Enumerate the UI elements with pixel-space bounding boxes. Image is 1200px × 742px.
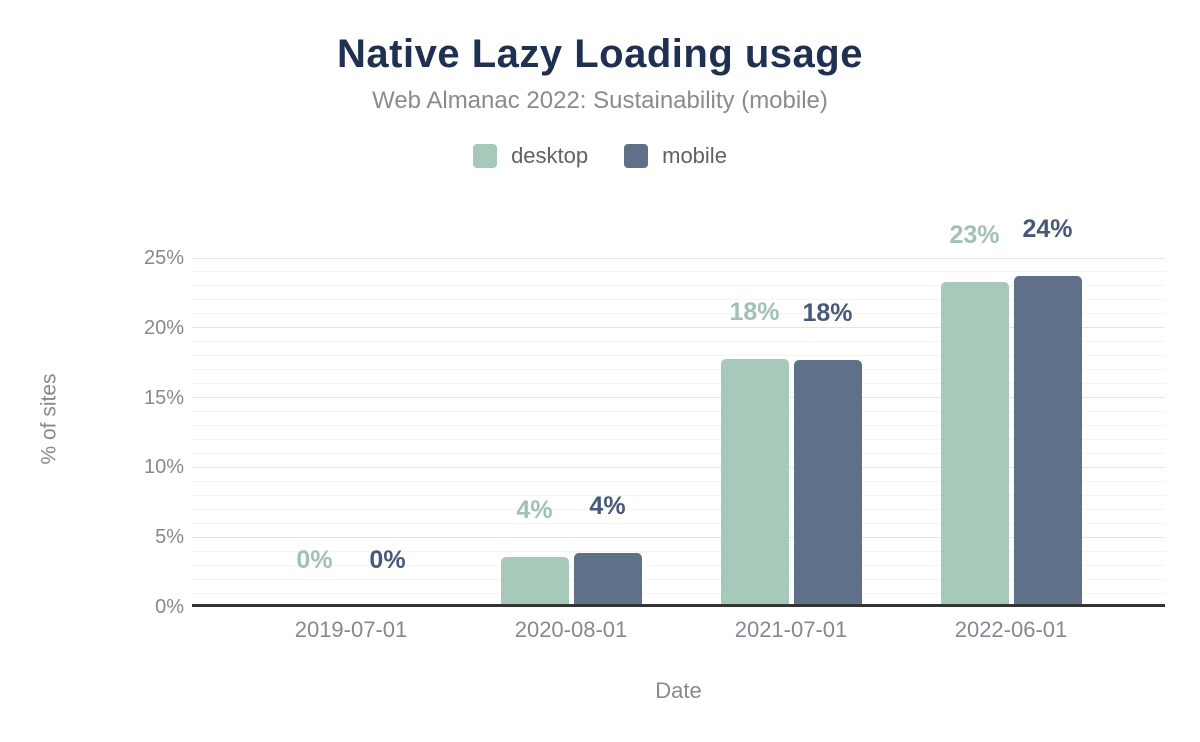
- legend-item-mobile[interactable]: mobile: [624, 143, 727, 169]
- y-tick-label: 25%: [143, 247, 184, 269]
- chart-subtitle: Web Almanac 2022: Sustainability (mobile…: [372, 87, 828, 114]
- gridline-minor: [192, 355, 1165, 357]
- bar-value-label-mobile-2019-07-01: 0%: [369, 546, 406, 574]
- bar-desktop-2022-06-01[interactable]: [940, 281, 1009, 607]
- bar-value-label-mobile-2020-08-01: 4%: [589, 491, 626, 520]
- chart-title: Native Lazy Loading usage: [337, 32, 863, 76]
- bar-value-label-desktop-2021-07-01: 18%: [729, 297, 780, 326]
- y-axis-ticks: 0% 5% 10% 15% 20% 25%: [96, 230, 184, 618]
- gridline-minor: [192, 480, 1165, 482]
- x-tick-label: 2020-08-01: [514, 617, 628, 642]
- y-tick-label: 10%: [143, 456, 184, 479]
- gridline-minor: [192, 452, 1165, 454]
- gridline-minor: [192, 369, 1165, 371]
- gridline-minor: [192, 438, 1165, 440]
- bar-value-label-mobile-2022-06-01: 24%: [1022, 215, 1073, 244]
- gridline-major: [192, 397, 1165, 399]
- legend-label-desktop: desktop: [511, 143, 589, 168]
- bar-value-label-mobile-2021-07-01: 18%: [802, 298, 853, 327]
- mobile-series-swatch: [624, 144, 649, 168]
- bar-mobile-2022-06-01[interactable]: [1013, 276, 1082, 607]
- gridline-minor: [192, 508, 1165, 510]
- x-tick-label: 2021-07-01: [734, 617, 848, 642]
- x-tick-label: 2019-07-01: [294, 617, 408, 642]
- plot-area: 0% 0% 4% 4% 18% 18% 23% 24%: [192, 216, 1165, 607]
- gridline-minor: [192, 285, 1165, 287]
- legend-label-mobile: mobile: [662, 143, 727, 168]
- gridline-minor: [192, 411, 1165, 413]
- bar-mobile-2020-08-01[interactable]: [573, 552, 642, 607]
- y-tick-label: 5%: [155, 526, 184, 549]
- legend: desktop mobile: [0, 143, 1200, 169]
- legend-item-desktop[interactable]: desktop: [473, 143, 588, 169]
- gridline-major: [192, 536, 1165, 538]
- gridline-minor: [192, 494, 1165, 496]
- gridline-minor: [192, 341, 1165, 343]
- gridline-minor: [192, 592, 1165, 594]
- gridline-minor: [192, 564, 1165, 566]
- gridline-minor: [192, 425, 1165, 427]
- gridline-minor: [192, 299, 1165, 301]
- gridline-minor: [192, 383, 1165, 385]
- gridline-minor: [192, 578, 1165, 580]
- y-tick-label: 15%: [143, 386, 184, 409]
- gridline-major: [192, 257, 1165, 259]
- y-tick-label: 0%: [155, 596, 184, 618]
- gridline-minor: [192, 313, 1165, 315]
- bar-value-label-desktop-2019-07-01: 0%: [296, 546, 333, 574]
- y-axis-title: % of sites: [38, 372, 62, 465]
- x-axis-ticks: 2019-07-01 2020-08-01 2021-07-01 2022-06-01: [192, 617, 1165, 647]
- x-tick-label: 2022-06-01: [954, 617, 1068, 642]
- gridline-minor: [192, 271, 1165, 273]
- bar-desktop-2021-07-01[interactable]: [720, 358, 789, 607]
- gridline-minor: [192, 550, 1165, 552]
- desktop-series-swatch: [473, 144, 498, 168]
- gridline-minor: [192, 522, 1165, 524]
- x-axis-title: Date: [655, 678, 702, 703]
- gridline-major: [192, 327, 1165, 329]
- y-tick-label: 20%: [143, 316, 184, 339]
- x-axis-line: [192, 604, 1165, 607]
- bar-value-label-desktop-2022-06-01: 23%: [949, 220, 1000, 249]
- bar-desktop-2020-08-01[interactable]: [500, 556, 569, 607]
- gridline-major: [192, 466, 1165, 468]
- bar-value-label-desktop-2020-08-01: 4%: [516, 495, 553, 524]
- bar-mobile-2021-07-01[interactable]: [793, 359, 862, 607]
